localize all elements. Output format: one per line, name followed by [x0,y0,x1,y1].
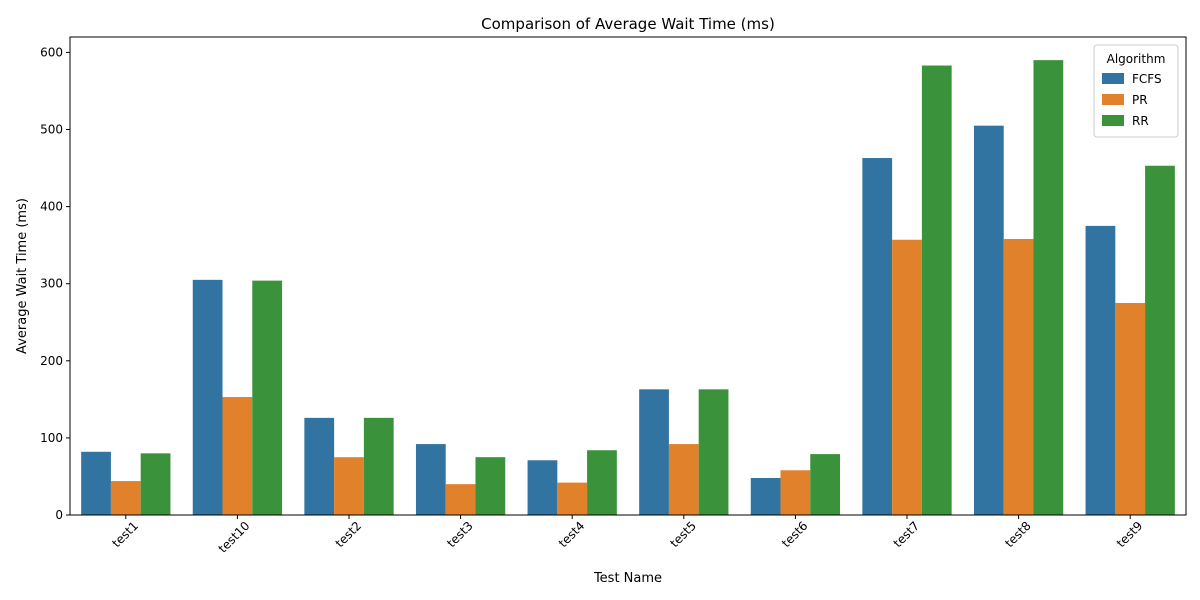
bar-pr-test3 [445,484,476,515]
x-tick-label: test2 [333,519,365,551]
bar-fcfs-test4 [527,460,558,515]
bar-fcfs-test10 [192,279,223,515]
legend-label-rr: RR [1132,114,1149,128]
bar-rr-test8 [1033,60,1064,516]
bar-fcfs-test8 [973,125,1004,516]
y-tick-label: 0 [55,508,63,522]
bar-pr-test7 [892,239,922,515]
legend-label-fcfs: FCFS [1132,72,1162,86]
bar-pr-test1 [110,481,141,515]
bar-rr-test1 [140,453,171,515]
bar-pr-test9 [1115,302,1146,515]
bar-fcfs-test5 [639,389,669,515]
chart-title: Comparison of Average Wait Time (ms) [481,15,775,33]
y-tick-label: 300 [40,277,63,291]
plot-frame [69,36,1187,516]
bar-pr-test6 [780,470,811,515]
bar-pr-test10 [222,397,253,515]
bar-pr-test4 [557,482,588,515]
y-tick-label: 200 [40,354,63,368]
bar-rr-test2 [363,417,394,515]
bar-fcfs-test3 [415,444,446,515]
x-tick-label: test10 [216,519,253,556]
bar-pr-test5 [668,444,699,515]
x-tick-label: test6 [779,519,811,551]
bar-rr-test9 [1145,165,1175,515]
x-tick-label: test3 [444,519,476,551]
bar-rr-test4 [587,450,617,515]
bar-rr-test5 [698,389,729,515]
bar-pr-test2 [334,457,364,515]
legend: Algorithm FCFS PR RR [1093,44,1179,138]
legend-swatch-fcfs [1102,73,1124,84]
bar-rr-test7 [921,65,952,515]
y-axis-label: Average Wait Time (ms) [15,198,30,354]
x-tick-label: test1 [109,519,141,551]
legend-swatch-pr [1102,94,1124,105]
x-axis: test1 test10 test2 test3 test4 test5 test6 test… [109,515,1145,556]
bar-pr-test8 [1003,238,1034,516]
x-axis-label: Test Name [593,571,662,586]
legend-swatch-rr [1102,115,1124,126]
x-tick-label: test7 [891,519,923,551]
legend-title: Algorithm [1107,52,1166,66]
bar-rr-test6 [810,454,841,515]
bar-fcfs-test9 [1085,225,1116,516]
legend-box [1093,44,1179,138]
y-tick-label: 100 [40,431,63,445]
y-axis: 0 100 200 300 400 500 600 [40,45,70,522]
y-tick-label: 500 [40,123,63,137]
y-tick-label: 400 [40,200,63,214]
x-tick-label: test5 [667,519,699,551]
bar-fcfs-test6 [750,477,781,515]
bar-fcfs-test2 [304,417,335,515]
x-tick-label: test9 [1114,519,1146,551]
bar-rr-test3 [475,457,506,515]
legend-label-pr: PR [1132,93,1148,107]
y-tick-label: 600 [40,45,63,59]
bar-fcfs-test7 [862,158,893,515]
bar-rr-test10 [252,280,283,515]
x-tick-label: test8 [1002,519,1034,551]
bar-fcfs-test1 [81,451,111,515]
bars-layer [81,60,1175,516]
x-tick-label: test4 [556,519,588,551]
